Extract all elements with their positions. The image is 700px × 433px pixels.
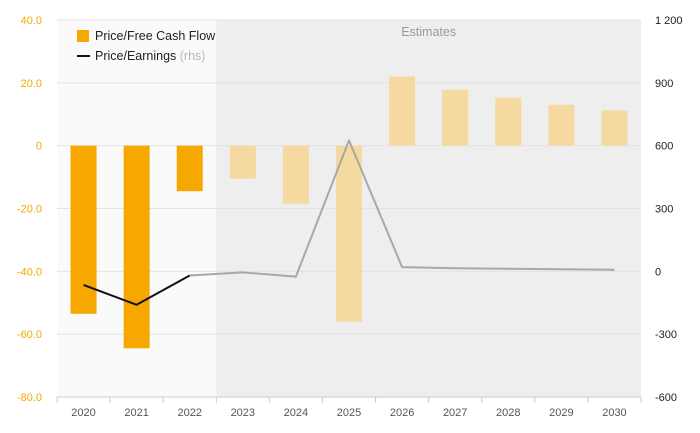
x-tick-label: 2021 <box>124 407 148 419</box>
x-tick-label: 2026 <box>390 407 414 419</box>
bar-2023 <box>229 145 256 179</box>
y-left-tick-label: 20.0 <box>21 78 42 90</box>
legend-swatch-pfcf <box>77 30 89 42</box>
y-right-tick-label: 600 <box>655 141 673 153</box>
bar-2025 <box>336 145 362 322</box>
bar-2027 <box>442 89 469 146</box>
bar-2026 <box>389 76 416 146</box>
x-tick-label: 2029 <box>549 407 573 419</box>
x-tick-label: 2020 <box>71 407 95 419</box>
y-left-tick-label: 40.0 <box>21 15 42 27</box>
y-left-tick-label: -20.0 <box>17 204 42 216</box>
y-left-tick-label: 0 <box>36 141 42 153</box>
x-tick-label: 2024 <box>284 407 308 419</box>
y-right-tick-label: 900 <box>655 78 673 90</box>
y-right-tick-label: 300 <box>655 204 673 216</box>
bar-2022 <box>176 145 203 192</box>
y-right-tick-label: 1 200 <box>655 15 683 27</box>
line-pe-actual <box>83 274 191 306</box>
x-tick-label: 2030 <box>602 407 626 419</box>
x-tick-label: 2028 <box>496 407 520 419</box>
y-left-tick-label: -40.0 <box>17 266 42 278</box>
x-tick-label: 2027 <box>443 407 467 419</box>
y-left-tick-label: -60.0 <box>17 329 42 341</box>
bar-2021 <box>123 145 150 349</box>
y-right-tick-label: -300 <box>655 329 677 341</box>
legend-label-pe: Price/Earnings (rhs) <box>95 49 205 63</box>
bar-2028 <box>495 97 522 146</box>
bar-2030 <box>601 110 628 146</box>
bar-2024 <box>282 145 309 204</box>
y-right-tick-label: 0 <box>655 266 661 278</box>
line-pe-estimates <box>189 139 615 278</box>
y-left-tick-label: -80.0 <box>17 392 42 404</box>
legend-label-pe-suffix: (rhs) <box>176 49 205 63</box>
legend-label-pfcf: Price/Free Cash Flow <box>95 29 216 43</box>
bar-2029 <box>548 104 575 146</box>
x-tick-label: 2025 <box>337 407 361 419</box>
estimates-label: Estimates <box>401 25 456 39</box>
x-tick-label: 2022 <box>177 407 201 419</box>
y-right-tick-label: -600 <box>655 392 677 404</box>
x-tick-label: 2023 <box>231 407 255 419</box>
